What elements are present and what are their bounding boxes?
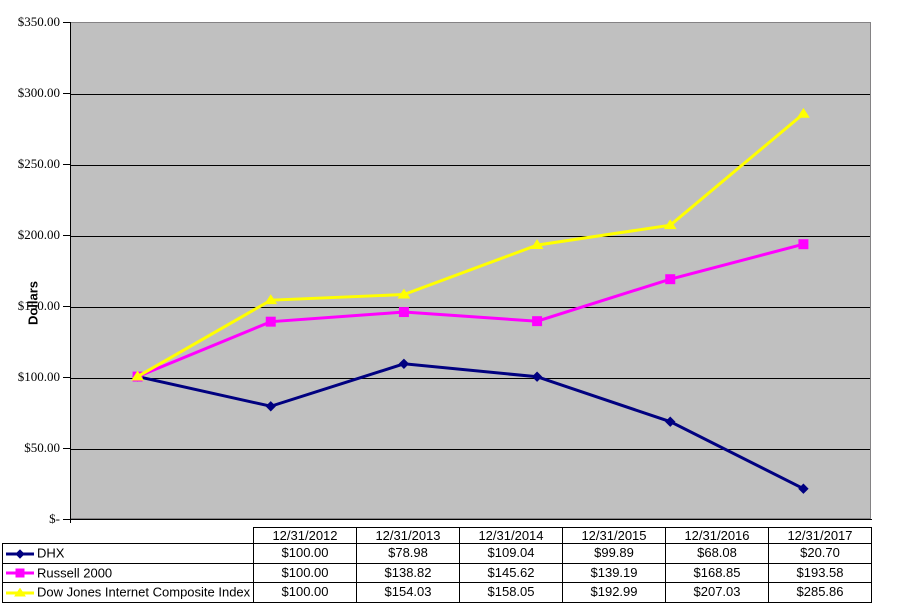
- legend-cell: DHX: [2, 543, 254, 564]
- table-value-cell: $68.08: [665, 543, 769, 564]
- y-axis-tick-label: $100.00: [17, 369, 60, 384]
- y-axis-tick-label: $300.00: [17, 85, 60, 100]
- y-axis-tick: [63, 519, 70, 520]
- diamond-marker: [398, 358, 410, 369]
- legend-diamond-icon: [6, 548, 34, 559]
- table-value-cell: $154.03: [356, 582, 460, 603]
- table-value-cell: $285.86: [768, 582, 872, 603]
- y-axis-tick: [63, 235, 70, 236]
- y-axis-tick-label: $350.00: [17, 14, 60, 29]
- chart-series: [131, 107, 810, 494]
- y-axis-tick-label: $200.00: [17, 227, 60, 242]
- gridline: [71, 165, 870, 166]
- diamond-marker: [15, 548, 25, 559]
- table-value-cell: $193.58: [768, 562, 872, 584]
- table-value-cell: $100.00: [253, 543, 357, 564]
- y-axis-tick: [63, 377, 70, 378]
- y-axis-tick-label: $-: [49, 511, 60, 526]
- table-date-header: 12/31/2017: [768, 527, 872, 544]
- triangle-marker: [530, 239, 544, 250]
- diamond-marker: [265, 401, 276, 412]
- gridline: [71, 307, 870, 308]
- gridline: [71, 378, 870, 379]
- square-marker: [532, 316, 543, 327]
- table-row: DHX $100.00 $78.98 $109.04 $99.89 $68.08 $20.7…: [2, 543, 872, 564]
- diamond-marker: [531, 371, 543, 382]
- y-axis-tick: [63, 164, 70, 165]
- gridline: [71, 94, 870, 95]
- table-value-cell: $99.89: [562, 543, 666, 564]
- legend-label: DHX: [37, 545, 65, 561]
- y-axis-title: Dollars: [25, 280, 41, 326]
- square-marker: [798, 239, 809, 250]
- triangle-marker: [397, 288, 411, 299]
- table-date-header: 12/31/2016: [665, 527, 769, 544]
- square-marker: [15, 568, 25, 578]
- y-axis-tick: [63, 306, 70, 307]
- table-date-header: 12/31/2013: [356, 527, 460, 544]
- triangle-marker: [797, 107, 810, 118]
- data-table: 12/31/2012 12/31/2013 12/31/2014 12/31/2015…: [2, 527, 872, 603]
- y-axis-line: [70, 22, 71, 523]
- triangle-marker: [663, 219, 677, 230]
- diamond-marker: [798, 483, 809, 494]
- triangle-marker: [131, 370, 144, 381]
- table-value-cell: $192.99: [562, 582, 666, 603]
- table-value-cell: $100.00: [253, 582, 357, 603]
- table-value-cell: $78.98: [356, 543, 460, 564]
- y-axis-tick-label: $150.00: [17, 298, 60, 313]
- y-axis-tick: [63, 448, 70, 449]
- gridline: [71, 449, 870, 450]
- legend-label: Russell 2000: [37, 565, 113, 581]
- legend-cell: Russell 2000: [2, 562, 254, 584]
- table-date-header: 12/31/2012: [253, 527, 357, 544]
- table-date-header: 12/31/2014: [459, 527, 563, 544]
- triangle-marker: [264, 294, 278, 305]
- legend-triangle-icon: [6, 587, 34, 597]
- square-marker: [665, 274, 676, 285]
- square-marker: [265, 316, 276, 327]
- table-row: Russell 2000 $100.00 $138.82 $145.62 $139.19…: [2, 562, 872, 584]
- series-line-diamond: [137, 362, 805, 491]
- table-value-cell: $109.04: [459, 543, 563, 564]
- series-line-triangle: [136, 112, 805, 378]
- table-value-cell: $20.70: [768, 543, 872, 564]
- table-value-cell: $100.00: [253, 562, 357, 584]
- table-value-cell: $138.82: [356, 562, 460, 584]
- table-value-cell: $207.03: [665, 582, 769, 603]
- table-date-header: 12/31/2015: [562, 527, 666, 544]
- legend-square-icon: [6, 568, 34, 578]
- table-value-cell: $158.05: [459, 582, 563, 603]
- triangle-marker: [14, 587, 26, 597]
- table-value-cell: $139.19: [562, 562, 666, 584]
- plot-area: [70, 22, 871, 519]
- gridline: [71, 236, 870, 237]
- legend-label: Dow Jones Internet Composite Index: [37, 584, 251, 600]
- y-axis-tick: [63, 93, 70, 94]
- table-value-cell: $168.85: [665, 562, 769, 584]
- legend-cell: Dow Jones Internet Composite Index: [2, 582, 254, 603]
- table-corner-cell: [3, 528, 254, 544]
- y-axis-tick: [63, 22, 70, 23]
- series-line-square: [137, 242, 804, 378]
- diamond-marker: [665, 416, 676, 427]
- table-row: Dow Jones Internet Composite Index $100.0…: [2, 582, 872, 603]
- x-axis-line: [70, 519, 872, 520]
- y-axis-tick-label: $250.00: [17, 156, 60, 171]
- square-marker: [398, 307, 409, 318]
- table-value-cell: $145.62: [459, 562, 563, 584]
- y-axis-tick-label: $50.00: [24, 440, 60, 455]
